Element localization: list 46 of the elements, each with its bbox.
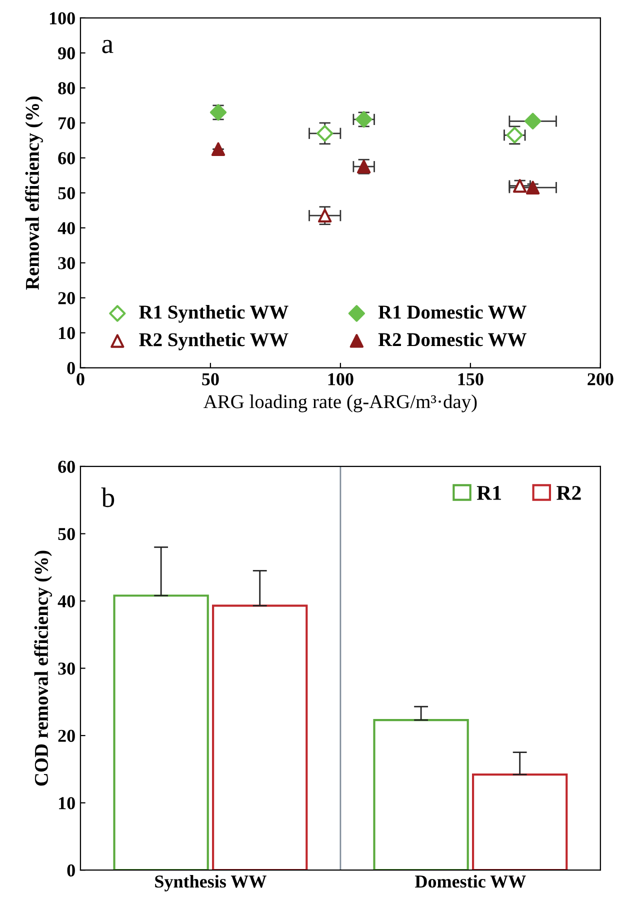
y-tick-label: 40 bbox=[58, 595, 75, 608]
y-tick-label: 60 bbox=[58, 460, 75, 473]
annotation: a bbox=[102, 40, 114, 54]
legend-label: R2 Domestic WW bbox=[378, 332, 526, 346]
x-tick-label: 100 bbox=[328, 373, 354, 386]
y-tick-label: 20 bbox=[58, 292, 75, 304]
bar bbox=[472, 774, 568, 870]
y-tick-label: 70 bbox=[58, 117, 75, 130]
legend-label: R2 bbox=[556, 486, 581, 500]
point bbox=[211, 142, 226, 156]
y-tick-label: 60 bbox=[58, 152, 75, 164]
point bbox=[512, 179, 527, 193]
annotation: b bbox=[101, 488, 114, 508]
legend-label: R1 bbox=[476, 486, 501, 500]
y-tick-label: 80 bbox=[58, 82, 75, 94]
y-tick-label: 30 bbox=[58, 257, 75, 270]
x-axis-title: ARG loading rate (g-ARG/m³·day) bbox=[204, 394, 477, 412]
x-tick-label: 0 bbox=[76, 373, 84, 386]
x-tick-label: 200 bbox=[588, 373, 614, 386]
y-tick-label: 10 bbox=[59, 797, 75, 810]
y-tick-label: 10 bbox=[59, 327, 75, 340]
bar bbox=[113, 594, 209, 870]
legend-label: R2 Synthetic WW bbox=[139, 332, 288, 350]
y-tick-label: 90 bbox=[58, 47, 75, 60]
y-tick-label: 0 bbox=[67, 362, 75, 374]
x-tick-label: Domestic WW bbox=[415, 874, 526, 888]
point bbox=[316, 125, 334, 142]
y-tick-label: 40 bbox=[58, 222, 75, 234]
y-tick-label: 50 bbox=[58, 528, 75, 540]
x-tick-label: Synthesis WW bbox=[155, 874, 266, 892]
point bbox=[318, 208, 332, 222]
y-tick-label: 30 bbox=[58, 662, 75, 675]
y-tick-label: 100 bbox=[50, 12, 75, 24]
legend-label: R1 Domestic WW bbox=[378, 305, 526, 319]
x-tick-label: 150 bbox=[458, 373, 484, 386]
y-tick-label: 50 bbox=[58, 187, 75, 200]
point bbox=[524, 112, 542, 130]
y-tick-label: 20 bbox=[58, 730, 75, 742]
y-tick-label: 0 bbox=[67, 864, 75, 877]
legend-label: R1 Synthetic WW bbox=[139, 305, 288, 323]
x-tick-label: 50 bbox=[202, 373, 219, 386]
bar bbox=[212, 604, 308, 870]
y-axis-title: Removal efficiency (%) bbox=[25, 96, 43, 290]
bar bbox=[373, 719, 469, 870]
point bbox=[526, 180, 540, 194]
y-axis-title: COD removal efficiency (%) bbox=[34, 550, 52, 786]
